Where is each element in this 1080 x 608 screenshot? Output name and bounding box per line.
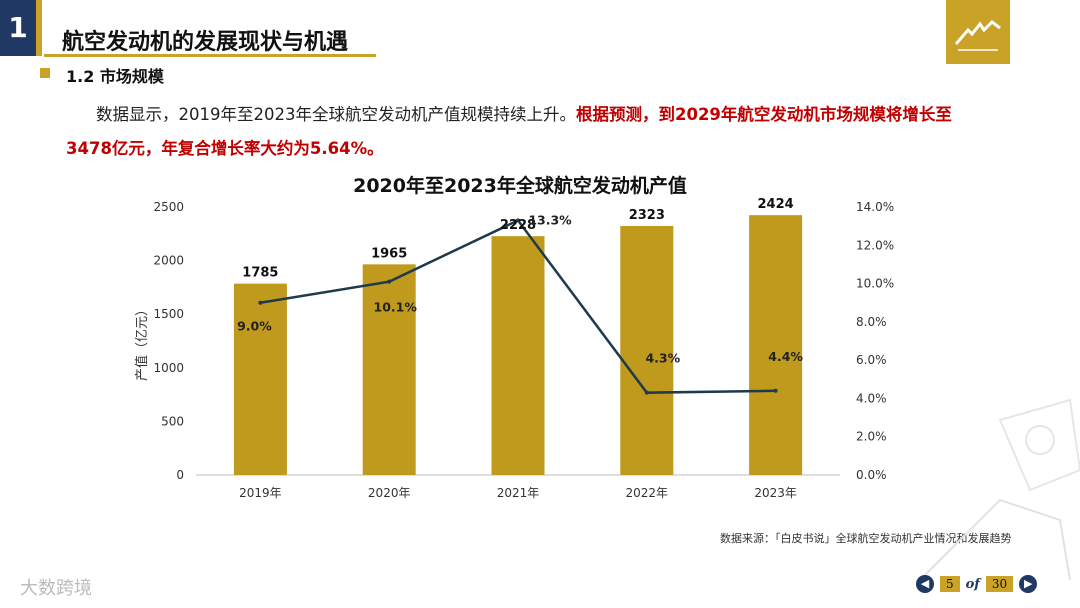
line-value-label: 13.3% (528, 212, 572, 227)
paragraph-highlight: 根据预测，到2029年航空发动机市场规模将增长至3478亿元，年复合增长率大约为… (66, 105, 952, 158)
line-value-label: 10.1% (374, 300, 418, 315)
bar (362, 264, 416, 475)
pager-of: of (965, 576, 980, 592)
y-tick-label: 500 (161, 414, 184, 428)
bar-value-label: 2228 (500, 218, 536, 233)
y-tick-label: 2500 (153, 200, 184, 214)
total-pages: 30 (985, 576, 1014, 592)
y-tick-label: 0 (176, 468, 184, 482)
line-point (644, 390, 649, 395)
line-point (516, 218, 520, 223)
watermark: 大数跨境 (20, 578, 92, 599)
pagination: ◀ 5 of 30 ▶ (916, 574, 1038, 594)
x-tick-label: 2023年 (754, 486, 797, 500)
x-tick-label: 2022年 (626, 486, 669, 500)
y2-tick-label: 12.0% (856, 238, 894, 252)
y-tick-label: 2000 (153, 254, 184, 268)
paragraph-text: 数据显示，2019年至2023年全球航空发动机产值规模持续上升。 (96, 105, 576, 124)
bar (233, 283, 287, 475)
logo-icon (954, 20, 1001, 51)
x-tick-label: 2020年 (368, 486, 411, 500)
bar (620, 225, 674, 475)
y2-tick-label: 8.0% (856, 315, 887, 329)
bar-value-label: 1785 (242, 266, 278, 281)
bar-value-label: 2323 (629, 208, 665, 223)
x-tick-label: 2019年 (239, 486, 282, 500)
y2-tick-label: 6.0% (856, 353, 887, 367)
y2-tick-label: 10.0% (856, 277, 894, 291)
current-page: 5 (940, 576, 960, 592)
y-axis-label: 产值（亿元） (134, 303, 150, 381)
decorative-engine-sketch (919, 398, 1080, 581)
y2-tick-label: 0.0% (856, 468, 887, 482)
line-value-label: 4.4% (768, 349, 803, 364)
bar-value-label: 1965 (371, 246, 407, 261)
prev-page-button[interactable]: ◀ (916, 575, 934, 593)
header-accent-bar (36, 0, 42, 56)
y2-tick-label: 2.0% (856, 430, 887, 444)
subtitle-marker (40, 68, 50, 78)
line-value-label: 4.3% (645, 351, 680, 366)
next-page-button[interactable]: ▶ (1019, 575, 1038, 593)
bar (749, 215, 803, 475)
line-point (258, 300, 263, 305)
line-point (387, 279, 392, 284)
page-title: 航空发动机的发展现状与机遇 (62, 30, 349, 55)
y-tick-label: 1500 (153, 307, 184, 321)
bar-value-label: 2424 (758, 197, 794, 212)
section-number: 1 (0, 0, 36, 56)
line-value-label: 9.0% (237, 319, 272, 334)
y-tick-label: 1000 (153, 361, 184, 375)
chart-title: 2020年至2023年全球航空发动机产值 (353, 174, 687, 197)
line-point (773, 388, 778, 393)
y2-tick-label: 4.0% (856, 391, 887, 405)
summary-paragraph: 数据显示，2019年至2023年全球航空发动机产值规模持续上升。根据预测，到20… (66, 98, 986, 166)
data-source: 数据来源：「白皮书说」全球航空发动机产业情况和发展趋势 (720, 532, 1012, 545)
title-underline (44, 54, 376, 57)
company-logo (946, 0, 1010, 64)
y2-tick-label: 14.0% (856, 200, 894, 214)
bar (491, 236, 545, 475)
x-tick-label: 2021年 (497, 486, 540, 500)
section-subtitle: 1.2 市场规模 (66, 67, 164, 86)
